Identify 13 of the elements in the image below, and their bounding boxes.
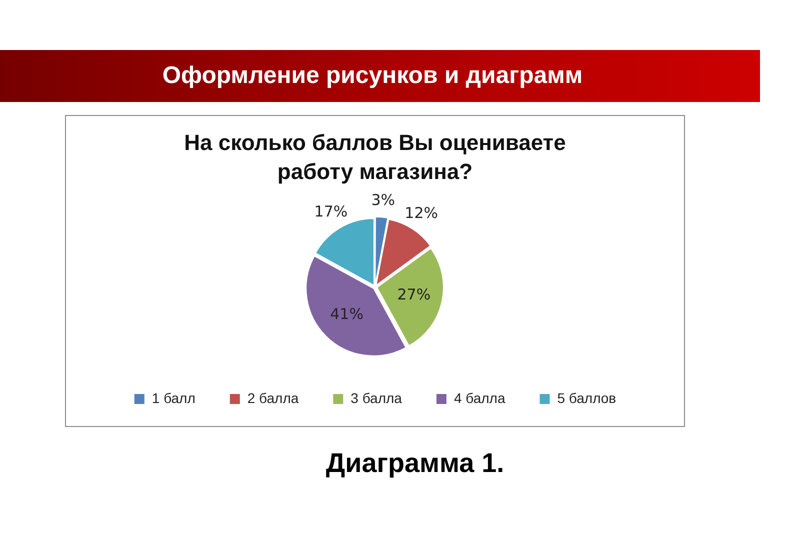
data-label: 27% — [397, 286, 431, 304]
text: Диаграмма 1. — [324, 448, 506, 479]
data-label: 41% — [330, 305, 364, 324]
data-label: 12% — [404, 204, 438, 222]
data-label: 3% — [371, 190, 396, 209]
text: Оформление рисунков и диаграмм — [161, 62, 584, 90]
chart-title: На сколько баллов Вы оцениваете работу магазина? — [183, 129, 567, 186]
data-label: 17% — [314, 202, 348, 220]
legend-label: 3 балла — [350, 390, 402, 406]
legend-label: 5 баллов — [557, 390, 616, 406]
legend-label: 2 балла — [247, 390, 299, 406]
legend-label: 4 балла — [454, 390, 506, 406]
legend-label: 1 балл — [152, 390, 196, 406]
